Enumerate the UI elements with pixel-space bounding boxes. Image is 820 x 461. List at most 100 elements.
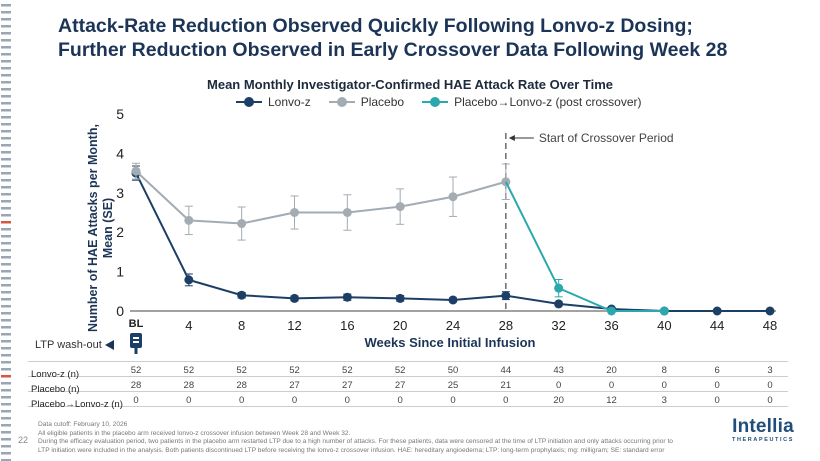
data-point bbox=[659, 306, 669, 316]
stripe-mark bbox=[1, 410, 11, 413]
x-axis-label: Weeks Since Initial Infusion bbox=[364, 335, 536, 350]
series-1 bbox=[131, 162, 511, 241]
legend-item-lonvo-z: Lonvo-z bbox=[236, 95, 311, 109]
stripe-mark bbox=[1, 179, 11, 182]
logo-name: Intellia bbox=[732, 416, 794, 437]
stripe-mark bbox=[1, 403, 11, 406]
data-point bbox=[342, 208, 352, 217]
y-tick-label: 4 bbox=[116, 145, 124, 161]
stripe-mark bbox=[1, 165, 11, 168]
crossover-arrow-head bbox=[508, 135, 515, 141]
footnote-line: LTP initiation were included in the anal… bbox=[38, 446, 665, 454]
n-table-cell: 28 bbox=[183, 380, 195, 391]
n-table-cell: 0 bbox=[397, 395, 403, 406]
n-table-cell: 52 bbox=[394, 365, 406, 376]
data-point bbox=[237, 219, 247, 229]
stripe-mark bbox=[1, 144, 11, 147]
stripe-mark bbox=[1, 18, 11, 21]
data-point bbox=[290, 208, 299, 217]
data-point bbox=[237, 290, 247, 300]
n-table-cell: 0 bbox=[133, 395, 139, 406]
stripe-mark bbox=[1, 319, 11, 322]
n-table-cell: 20 bbox=[553, 395, 564, 406]
n-table-cell: 3 bbox=[661, 395, 667, 406]
stripe-mark bbox=[1, 137, 11, 140]
footnote-line: During the efficacy evaluation period, t… bbox=[38, 438, 673, 445]
stripe-mark bbox=[1, 158, 11, 161]
stripe-mark bbox=[1, 305, 11, 308]
data-point bbox=[184, 215, 194, 225]
n-table-divider bbox=[28, 391, 788, 392]
x-tick-label: 16 bbox=[340, 318, 354, 333]
stripe-mark bbox=[1, 207, 11, 210]
n-table-cell: 0 bbox=[186, 395, 192, 406]
legend-item-crossover: Placebo→Lonvo-z (post crossover) bbox=[422, 95, 642, 109]
stripe-mark bbox=[1, 347, 11, 350]
n-table-cell: 0 bbox=[767, 380, 773, 391]
infusion-bag-tube bbox=[134, 348, 138, 354]
stripe-mark bbox=[1, 186, 11, 189]
infusion-bag-mark bbox=[133, 341, 139, 343]
page-number: 22 bbox=[18, 435, 29, 445]
x-tick-label: 12 bbox=[287, 318, 301, 333]
footnotes: Data cutoff: February 10, 2026 All eligi… bbox=[38, 421, 718, 455]
stripe-mark bbox=[1, 109, 11, 112]
stripe-mark bbox=[1, 39, 11, 42]
stripe-mark bbox=[1, 235, 11, 238]
data-point bbox=[342, 292, 352, 302]
n-table-cell: 25 bbox=[447, 380, 459, 391]
n-table-cell: 50 bbox=[447, 365, 459, 376]
n-table-cell: 52 bbox=[183, 365, 195, 376]
stripe-mark bbox=[1, 46, 11, 49]
series-line bbox=[504, 181, 665, 312]
crossover-annotation: Start of Crossover Period bbox=[539, 131, 674, 145]
stripe-mark bbox=[1, 375, 11, 378]
stripe-mark bbox=[1, 333, 11, 336]
n-table-cell: 28 bbox=[130, 380, 142, 391]
stripe-mark bbox=[1, 249, 11, 252]
stripe-mark bbox=[1, 452, 11, 455]
stripe-mark bbox=[1, 424, 11, 427]
stripe-mark bbox=[1, 214, 11, 217]
washout-arrow-icon bbox=[104, 340, 114, 350]
legend-item-placebo: Placebo bbox=[328, 95, 404, 109]
stripe-mark bbox=[1, 270, 11, 273]
n-table-cell: 0 bbox=[556, 380, 562, 391]
y-tick-label: 0 bbox=[116, 303, 124, 319]
n-table-cell: 52 bbox=[289, 365, 300, 376]
n-table-cell: 12 bbox=[606, 395, 617, 406]
legend-label-lonvo-z: Lonvo-z bbox=[268, 95, 311, 109]
footnote-line: Data cutoff: February 10, 2026 bbox=[38, 421, 128, 428]
page-title: Attack-Rate Reduction Observed Quickly F… bbox=[58, 14, 798, 62]
stripe-mark bbox=[1, 116, 11, 119]
stripe-mark bbox=[1, 67, 11, 70]
legend-swatch-crossover bbox=[422, 97, 449, 107]
n-table-cell: 52 bbox=[130, 365, 142, 376]
n-table-cell: 0 bbox=[714, 380, 720, 391]
x-tick-label: 32 bbox=[551, 318, 565, 333]
stripe-mark bbox=[1, 284, 11, 287]
n-table-cell: 0 bbox=[661, 380, 667, 391]
stripe-mark bbox=[1, 382, 11, 385]
n-table-cell: 0 bbox=[767, 395, 773, 406]
data-point bbox=[607, 306, 616, 316]
n-table-cell: 0 bbox=[239, 395, 245, 406]
data-point bbox=[554, 283, 564, 293]
title-line-2: Further Reduction Observed in Early Cros… bbox=[58, 39, 728, 61]
data-point bbox=[131, 166, 141, 176]
n-table-cell: 0 bbox=[291, 395, 298, 406]
n-table-cell: 0 bbox=[503, 395, 509, 406]
stripe-mark bbox=[1, 151, 11, 154]
stripe-mark bbox=[1, 417, 11, 420]
title-line-1: Attack-Rate Reduction Observed Quickly F… bbox=[58, 15, 693, 37]
infusion-bag-mark bbox=[133, 337, 139, 339]
stripe-mark bbox=[1, 172, 11, 175]
stripe-mark bbox=[1, 298, 11, 301]
infusion-bag-icon bbox=[130, 333, 142, 354]
stripe-mark bbox=[1, 291, 11, 294]
legend-swatch-placebo bbox=[328, 97, 355, 107]
n-table-row-label: Placebo (n) bbox=[31, 384, 80, 395]
stripe-mark bbox=[1, 74, 11, 77]
stripe-mark bbox=[1, 361, 11, 364]
